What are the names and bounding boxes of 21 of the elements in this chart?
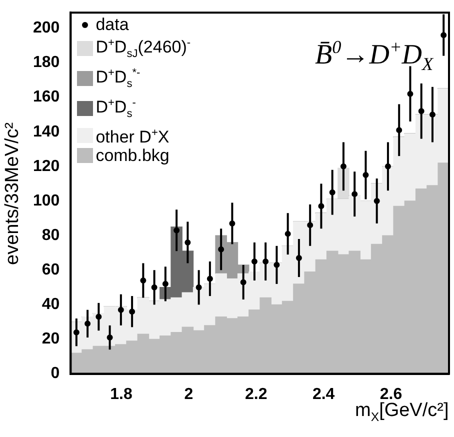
y-tick-label: 40 bbox=[42, 296, 60, 314]
legend-label: other D$^{+}$X bbox=[96, 126, 170, 146]
x-tick-label: 2.4 bbox=[312, 386, 335, 403]
x-tick-label: 2.2 bbox=[245, 386, 268, 403]
y-tick-label: 20 bbox=[42, 330, 60, 348]
y-tick-label: 80 bbox=[42, 226, 60, 244]
text: B̄$^{0}$→D$^{+}$D$_{X}$ bbox=[315, 36, 434, 75]
legend-label: D$^{+}$D$_{sJ}$(2460)$^{-}$ bbox=[96, 36, 191, 62]
x-tick-label: 2 bbox=[184, 386, 194, 403]
y-tick-label: 160 bbox=[32, 88, 60, 106]
legend-label: data bbox=[96, 14, 129, 34]
y-axis-title: events/33MeV/c² bbox=[2, 122, 24, 265]
x-tick-label: 1.8 bbox=[110, 386, 132, 403]
y-tick-label: 100 bbox=[32, 192, 60, 210]
y-tick-label: 180 bbox=[32, 54, 60, 72]
y-tick-label: 0 bbox=[50, 365, 60, 382]
y-tick-label: 140 bbox=[32, 123, 60, 140]
legend-label: comb.bkg bbox=[96, 146, 170, 166]
y-tick-label: 200 bbox=[32, 20, 60, 37]
y-tick-label: 120 bbox=[32, 158, 60, 175]
y-tick-label: 60 bbox=[42, 262, 60, 279]
